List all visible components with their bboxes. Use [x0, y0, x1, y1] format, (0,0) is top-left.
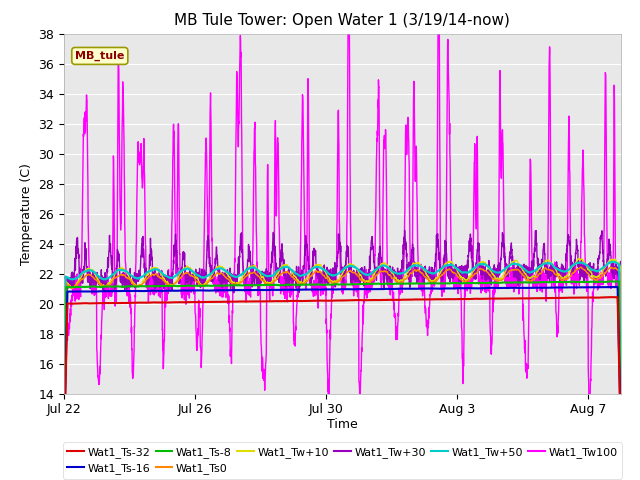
Wat1_Ts-16: [180, 288, 188, 293]
Wat1_Ts-32: [499, 296, 506, 301]
Wat1_Tw100: [585, 409, 593, 415]
Wat1_Tw+10: [617, 376, 625, 382]
Wat1_Ts-32: [173, 300, 180, 305]
Wat1_Tw100: [173, 260, 180, 266]
Wat1_Tw+10: [227, 278, 235, 284]
Wat1_Ts-8: [617, 423, 625, 429]
Wat1_Tw+10: [499, 274, 506, 279]
Wat1_Tw+30: [617, 274, 625, 280]
Wat1_Ts-8: [227, 282, 235, 288]
Wat1_Tw+30: [60, 288, 68, 294]
Wat1_Tw+10: [60, 438, 68, 444]
Wat1_Tw100: [499, 141, 507, 146]
Wat1_Tw100: [104, 287, 111, 293]
Wat1_Tw+50: [499, 267, 506, 273]
Wat1_Ts0: [227, 280, 235, 286]
Wat1_Ts-8: [180, 283, 188, 289]
Wat1_Tw+50: [104, 276, 111, 281]
Wat1_Ts0: [499, 276, 506, 282]
Wat1_Ts-32: [617, 437, 625, 443]
Wat1_Tw+50: [617, 420, 625, 426]
Wat1_Tw100: [180, 277, 188, 283]
Wat1_Tw100: [366, 289, 374, 295]
Wat1_Tw+30: [367, 259, 374, 264]
Wat1_Tw+50: [227, 272, 235, 278]
Line: Wat1_Tw100: Wat1_Tw100: [64, 0, 621, 412]
Line: Wat1_Tw+10: Wat1_Tw+10: [64, 258, 621, 441]
Wat1_Ts-16: [227, 287, 235, 293]
Wat1_Ts-8: [60, 443, 68, 448]
Wat1_Tw+30: [499, 233, 507, 239]
Wat1_Ts-32: [227, 299, 235, 305]
Wat1_Ts-16: [617, 432, 625, 438]
Wat1_Ts0: [366, 279, 374, 285]
Wat1_Tw+50: [60, 426, 68, 432]
Wat1_Ts-16: [173, 288, 180, 294]
Line: Wat1_Ts0: Wat1_Ts0: [64, 267, 621, 443]
Wat1_Tw+10: [366, 277, 374, 283]
Wat1_Tw+30: [401, 228, 408, 233]
Wat1_Tw+50: [610, 259, 618, 264]
X-axis label: Time: Time: [327, 418, 358, 431]
Wat1_Ts-8: [104, 284, 111, 289]
Wat1_Tw+30: [180, 256, 188, 262]
Wat1_Ts-16: [609, 284, 617, 290]
Wat1_Tw+50: [180, 267, 188, 273]
Wat1_Tw100: [227, 352, 235, 358]
Wat1_Ts0: [60, 440, 68, 446]
Wat1_Ts-8: [605, 278, 613, 284]
Wat1_Tw100: [60, 303, 68, 309]
Wat1_Ts-32: [180, 300, 188, 305]
Wat1_Ts0: [180, 271, 188, 276]
Wat1_Tw+10: [180, 265, 188, 271]
Line: Wat1_Ts-32: Wat1_Ts-32: [64, 297, 621, 454]
Legend: Wat1_Ts-32, Wat1_Ts-16, Wat1_Ts-8, Wat1_Ts0, Wat1_Tw+10, Wat1_Tw+30, Wat1_Tw+50,: Wat1_Ts-32, Wat1_Ts-16, Wat1_Ts-8, Wat1_…: [63, 443, 622, 479]
Line: Wat1_Ts-8: Wat1_Ts-8: [64, 281, 621, 445]
Wat1_Ts-8: [366, 281, 374, 287]
Wat1_Ts-32: [60, 451, 68, 456]
Wat1_Tw+30: [104, 255, 111, 261]
Wat1_Ts-16: [104, 288, 111, 294]
Wat1_Ts0: [577, 264, 584, 270]
Wat1_Ts0: [173, 279, 180, 285]
Wat1_Ts-32: [104, 300, 111, 306]
Wat1_Tw100: [617, 276, 625, 281]
Text: MB_tule: MB_tule: [75, 51, 125, 61]
Wat1_Ts-8: [499, 280, 506, 286]
Wat1_Ts-16: [499, 285, 506, 291]
Line: Wat1_Tw+50: Wat1_Tw+50: [64, 262, 621, 429]
Wat1_Ts-16: [60, 444, 68, 450]
Y-axis label: Temperature (C): Temperature (C): [20, 163, 33, 264]
Wat1_Ts0: [104, 282, 111, 288]
Wat1_Ts-32: [609, 294, 617, 300]
Wat1_Ts-16: [366, 286, 374, 292]
Line: Wat1_Tw+30: Wat1_Tw+30: [64, 230, 621, 293]
Title: MB Tule Tower: Open Water 1 (3/19/14-now): MB Tule Tower: Open Water 1 (3/19/14-now…: [175, 13, 510, 28]
Wat1_Ts-32: [366, 297, 374, 303]
Wat1_Tw+10: [173, 277, 180, 283]
Wat1_Tw+30: [227, 273, 235, 278]
Wat1_Tw+30: [173, 252, 180, 258]
Wat1_Ts0: [617, 394, 625, 400]
Wat1_Tw+50: [173, 272, 180, 277]
Wat1_Ts-8: [173, 283, 180, 289]
Wat1_Tw+50: [366, 271, 374, 277]
Wat1_Tw+10: [575, 255, 582, 261]
Wat1_Tw+10: [104, 281, 111, 287]
Line: Wat1_Ts-16: Wat1_Ts-16: [64, 287, 621, 447]
Wat1_Tw+30: [230, 290, 237, 296]
